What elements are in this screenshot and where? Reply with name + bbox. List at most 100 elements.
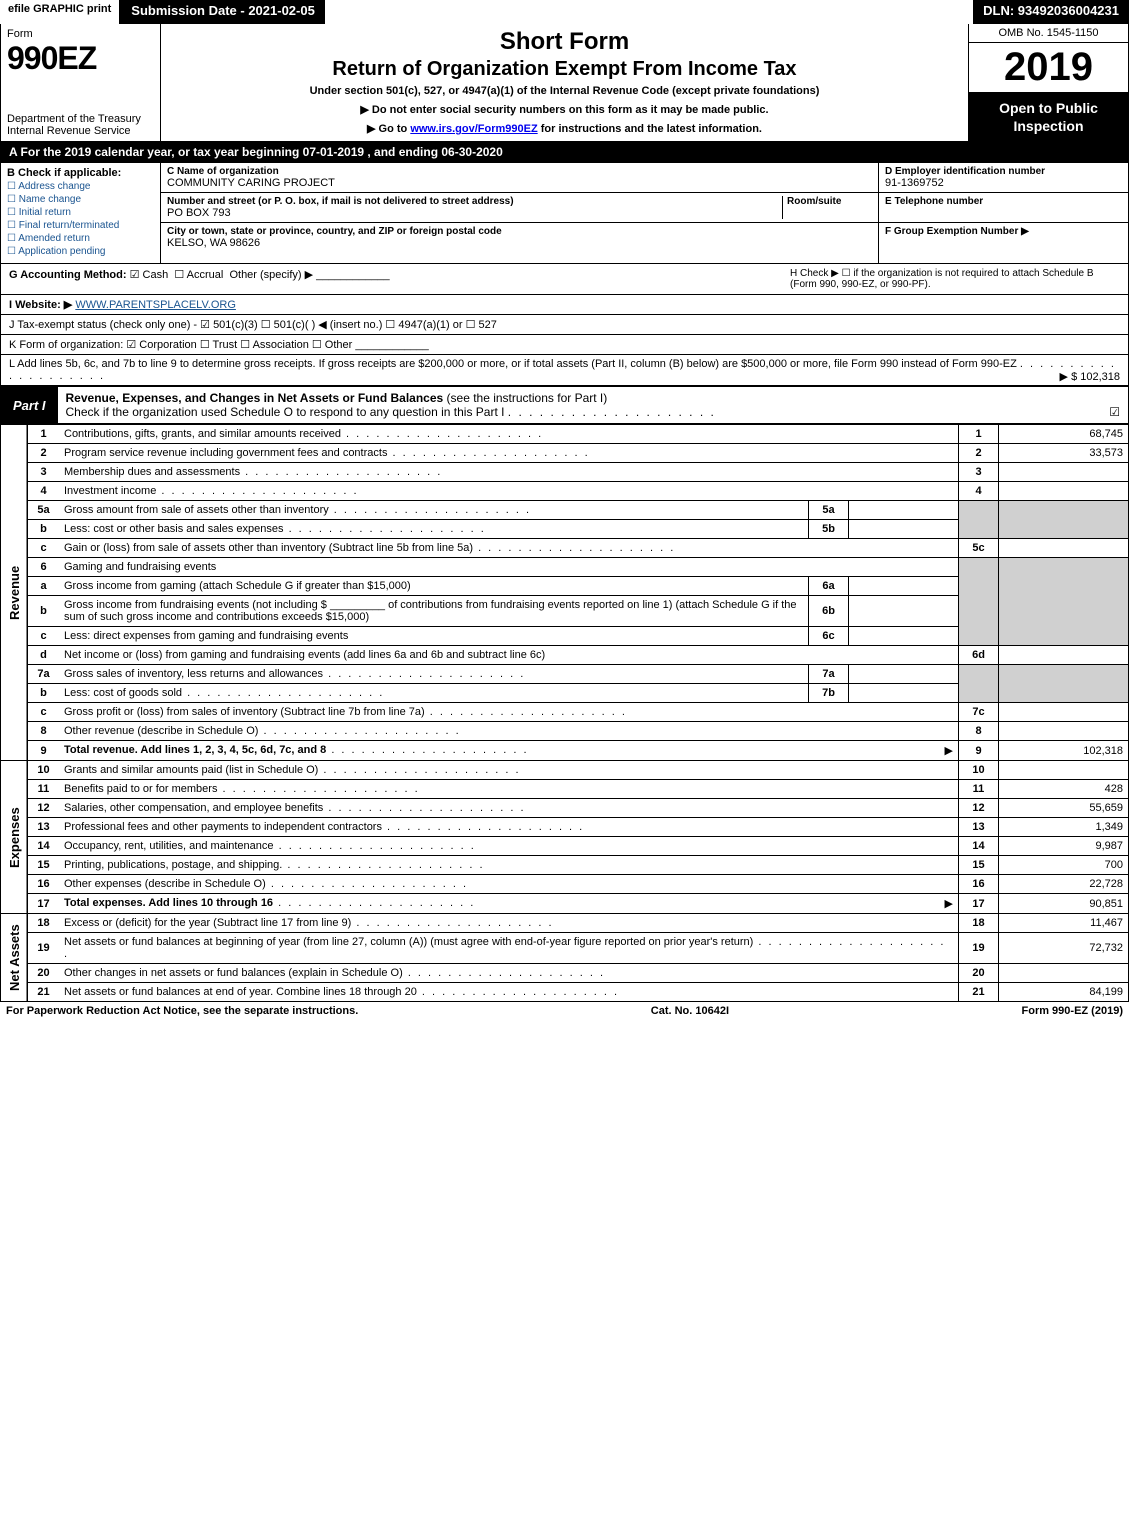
part-1-title: Revenue, Expenses, and Changes in Net As… <box>58 387 1128 423</box>
efile-print-button[interactable]: efile GRAPHIC print <box>0 0 121 24</box>
shade-6 <box>959 558 999 646</box>
shade-5 <box>959 501 999 539</box>
line-4-num: 4 <box>27 482 59 501</box>
address-label: Number and street (or P. O. box, if mail… <box>167 196 782 207</box>
l-amount: ▶ $ 102,318 <box>1060 370 1120 383</box>
chk-name-change[interactable]: ☐ Name change <box>7 194 154 205</box>
ein: 91-1369752 <box>885 177 1122 189</box>
line-20-desc: Other changes in net assets or fund bala… <box>64 967 403 979</box>
line-7b-desc: Less: cost of goods sold <box>64 687 182 699</box>
line-7a-desc: Gross sales of inventory, less returns a… <box>64 668 323 680</box>
arrow-icon: ▶ <box>945 744 953 757</box>
line-15-ref: 15 <box>959 856 999 875</box>
line-14-amt: 9,987 <box>999 837 1129 856</box>
line-15-amt: 700 <box>999 856 1129 875</box>
line-6d-amt <box>999 646 1129 665</box>
line-10-desc: Grants and similar amounts paid (list in… <box>64 764 318 776</box>
line-5c-amt <box>999 539 1129 558</box>
section-c: C Name of organization COMMUNITY CARING … <box>161 163 878 263</box>
line-3-ref: 3 <box>959 463 999 482</box>
topbar-spacer <box>325 0 973 24</box>
line-16-amt: 22,728 <box>999 875 1129 894</box>
line-5a-val <box>849 501 959 520</box>
line-19-desc: Net assets or fund balances at beginning… <box>64 936 753 948</box>
side-net-assets: Net Assets <box>1 914 28 1002</box>
line-13-desc: Professional fees and other payments to … <box>64 821 382 833</box>
city: KELSO, WA 98626 <box>167 237 872 249</box>
line-9-amt: 102,318 <box>999 741 1129 761</box>
line-5c-desc: Gain or (loss) from sale of assets other… <box>64 542 473 554</box>
line-6c-num: c <box>27 627 59 646</box>
title-return-exempt: Return of Organization Exempt From Incom… <box>169 58 960 81</box>
line-8-ref: 8 <box>959 722 999 741</box>
sched-o-check[interactable]: ☑ <box>1109 405 1120 419</box>
footer-left: For Paperwork Reduction Act Notice, see … <box>6 1005 358 1017</box>
line-5b-val <box>849 520 959 539</box>
chk-final-return[interactable]: ☐ Final return/terminated <box>7 220 154 231</box>
line-20-amt <box>999 964 1129 983</box>
tel-label: E Telephone number <box>885 196 1122 207</box>
org-name: COMMUNITY CARING PROJECT <box>167 177 872 189</box>
row-k: K Form of organization: ☑ Corporation ☐ … <box>0 335 1129 355</box>
line-12-num: 12 <box>27 799 59 818</box>
line-1-num: 1 <box>27 425 59 444</box>
line-5a-sub: 5a <box>809 501 849 520</box>
line-13-ref: 13 <box>959 818 999 837</box>
arrow-icon: ▶ <box>945 897 953 910</box>
line-14-num: 14 <box>27 837 59 856</box>
line-21-ref: 21 <box>959 983 999 1002</box>
address: PO BOX 793 <box>167 207 782 219</box>
line-6a-sub: 6a <box>809 577 849 596</box>
line-7b-val <box>849 684 959 703</box>
tax-year-row: A For the 2019 calendar year, or tax yea… <box>0 142 1129 163</box>
line-18-ref: 18 <box>959 914 999 933</box>
form-word: Form <box>7 28 154 40</box>
g-other[interactable]: Other (specify) ▶ <box>229 269 313 281</box>
chk-initial-return[interactable]: ☐ Initial return <box>7 207 154 218</box>
line-6b-val <box>849 596 959 627</box>
website-link[interactable]: WWW.PARENTSPLACELV.ORG <box>75 299 236 311</box>
tel <box>885 207 1122 219</box>
info-grid: B Check if applicable: ☐ Address change … <box>0 163 1129 264</box>
line-5b-desc: Less: cost or other basis and sales expe… <box>64 523 284 535</box>
line-17-ref: 17 <box>959 894 999 914</box>
line-2-num: 2 <box>27 444 59 463</box>
line-7c-num: c <box>27 703 59 722</box>
line-20-num: 20 <box>27 964 59 983</box>
chk-amended-return[interactable]: ☐ Amended return <box>7 233 154 244</box>
row-i: I Website: ▶ WWW.PARENTSPLACELV.ORG <box>0 295 1129 315</box>
g-label: G Accounting Method: <box>9 269 127 281</box>
omb-number: OMB No. 1545-1150 <box>969 24 1128 43</box>
line-6c-desc: Less: direct expenses from gaming and fu… <box>64 630 348 642</box>
line-21-desc: Net assets or fund balances at end of ye… <box>64 986 417 998</box>
org-name-label: C Name of organization <box>167 166 872 177</box>
line-12-desc: Salaries, other compensation, and employ… <box>64 802 323 814</box>
ein-label: D Employer identification number <box>885 166 1122 177</box>
warning-ssn: ▶ Do not enter social security numbers o… <box>169 103 960 116</box>
header-right: OMB No. 1545-1150 2019 Open to Public In… <box>968 24 1128 141</box>
row-g-h: G Accounting Method: ☑ Cash ☐ Accrual Ot… <box>0 264 1129 295</box>
line-6d-ref: 6d <box>959 646 999 665</box>
line-4-ref: 4 <box>959 482 999 501</box>
line-20-ref: 20 <box>959 964 999 983</box>
line-16-desc: Other expenses (describe in Schedule O) <box>64 878 266 890</box>
line-9-ref: 9 <box>959 741 999 761</box>
header-center: Short Form Return of Organization Exempt… <box>161 24 968 141</box>
line-6c-sub: 6c <box>809 627 849 646</box>
line-4-desc: Investment income <box>64 485 156 497</box>
line-5c-num: c <box>27 539 59 558</box>
irs-link[interactable]: www.irs.gov/Form990EZ <box>410 123 537 135</box>
chk-address-change[interactable]: ☐ Address change <box>7 181 154 192</box>
g-cash[interactable]: Cash <box>143 269 169 281</box>
line-6-desc: Gaming and fundraising events <box>59 558 959 577</box>
chk-application-pending[interactable]: ☐ Application pending <box>7 246 154 257</box>
line-13-num: 13 <box>27 818 59 837</box>
line-6b-num: b <box>27 596 59 627</box>
top-bar: efile GRAPHIC print Submission Date - 20… <box>0 0 1129 24</box>
line-17-num: 17 <box>27 894 59 914</box>
line-16-num: 16 <box>27 875 59 894</box>
line-6a-num: a <box>27 577 59 596</box>
section-g: G Accounting Method: ☑ Cash ☐ Accrual Ot… <box>9 268 790 290</box>
g-accrual[interactable]: Accrual <box>187 269 224 281</box>
shade-7-amt <box>999 665 1129 703</box>
